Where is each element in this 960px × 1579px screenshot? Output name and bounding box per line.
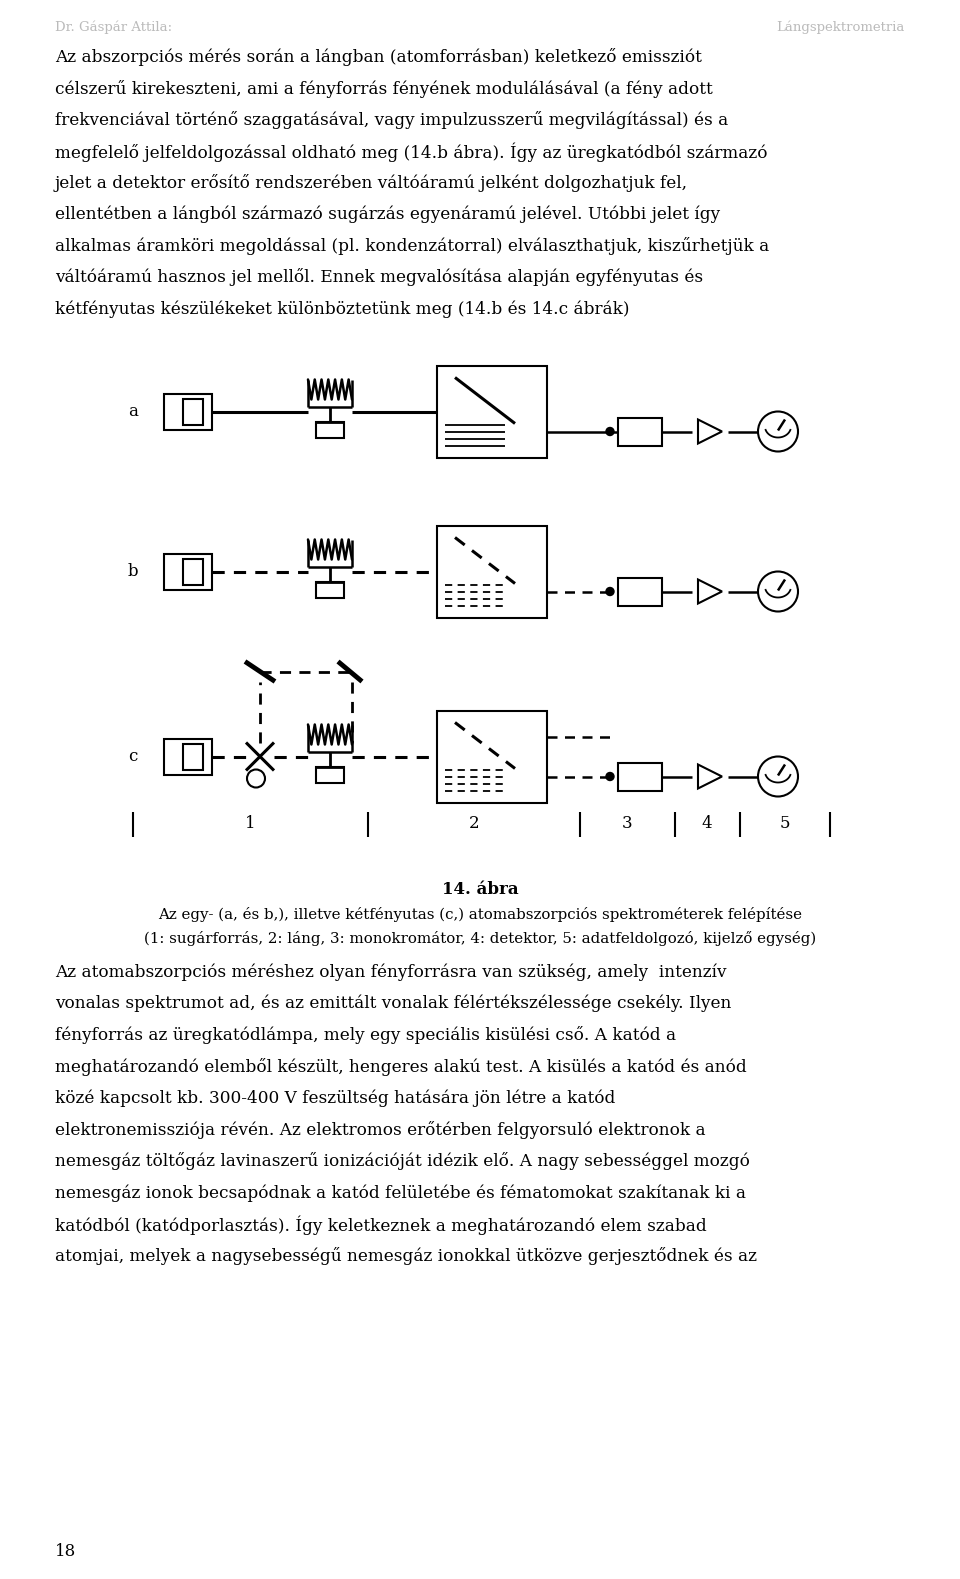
Text: (1: sugárforrás, 2: láng, 3: monokromátor, 4: detektor, 5: adatfeldolgozó, kijel: (1: sugárforrás, 2: láng, 3: monokromáto… xyxy=(144,932,816,946)
Text: c: c xyxy=(128,748,137,764)
Circle shape xyxy=(606,587,614,595)
Text: meghatározandó elemből készült, hengeres alakú test. A kisülés a katód és anód: meghatározandó elemből készült, hengeres… xyxy=(55,1058,747,1075)
Text: fényforrás az üregkatódlámpa, mely egy speciális kisülési cső. A katód a: fényforrás az üregkatódlámpa, mely egy s… xyxy=(55,1026,676,1044)
Bar xyxy=(183,398,203,425)
Text: kétfényutas készülékeket különböztetünk meg (14.b és 14.c ábrák): kétfényutas készülékeket különböztetünk … xyxy=(55,300,630,317)
Text: 3: 3 xyxy=(622,815,633,832)
Bar xyxy=(437,711,547,802)
Text: 18: 18 xyxy=(55,1543,76,1560)
Circle shape xyxy=(758,412,798,452)
Bar xyxy=(618,578,662,605)
Circle shape xyxy=(606,428,614,436)
Bar xyxy=(437,526,547,617)
Bar xyxy=(183,744,203,769)
Bar xyxy=(316,581,344,597)
Text: a: a xyxy=(128,403,138,420)
Bar xyxy=(316,766,344,783)
Text: alkalmas áramköri megoldással (pl. kondenzátorral) elválaszthatjuk, kiszűrhetjük: alkalmas áramköri megoldással (pl. konde… xyxy=(55,237,769,254)
Bar xyxy=(164,739,212,775)
Text: nemesgáz töltőgáz lavinaszerű ionizációját idézik elő. A nagy sebességgel mozgó: nemesgáz töltőgáz lavinaszerű ionizációj… xyxy=(55,1153,750,1170)
Bar xyxy=(183,559,203,584)
Circle shape xyxy=(758,572,798,611)
Bar xyxy=(618,417,662,445)
Text: elektronemissziója révén. Az elektromos erőtérben felgyorsuló elektronok a: elektronemissziója révén. Az elektromos … xyxy=(55,1121,706,1138)
Text: közé kapcsolt kb. 300-400 V feszültség hatására jön létre a katód: közé kapcsolt kb. 300-400 V feszültség h… xyxy=(55,1090,615,1107)
Text: vonalas spektrumot ad, és az emittált vonalak félértékszélessége csekély. Ilyen: vonalas spektrumot ad, és az emittált vo… xyxy=(55,995,732,1012)
Text: 14. ábra: 14. ábra xyxy=(442,881,518,898)
Text: célszerű kirekeszteni, ami a fényforrás fényének modulálásával (a fény adott: célszerű kirekeszteni, ami a fényforrás … xyxy=(55,79,712,98)
Text: frekvenciával történő szaggatásával, vagy impulzusszerű megvilágítással) és a: frekvenciával történő szaggatásával, vag… xyxy=(55,111,729,129)
Text: Lángspektrometria: Lángspektrometria xyxy=(777,21,905,33)
Text: Az egy- (a, és b,), illetve kétfényutas (c,) atomabszorpciós spektrométerek felé: Az egy- (a, és b,), illetve kétfényutas … xyxy=(158,908,802,922)
Text: váltóáramú hasznos jel mellől. Ennek megvalósítása alapján egyfényutas és: váltóáramú hasznos jel mellől. Ennek meg… xyxy=(55,268,703,286)
Text: nemesgáz ionok becsapódnak a katód felületébe és fématomokat szakítanak ki a: nemesgáz ionok becsapódnak a katód felül… xyxy=(55,1184,746,1202)
Text: atomjai, melyek a nagysebességű nemesgáz ionokkal ütközve gerjesztődnek és az: atomjai, melyek a nagysebességű nemesgáz… xyxy=(55,1247,757,1265)
Circle shape xyxy=(606,772,614,780)
Circle shape xyxy=(758,756,798,796)
Text: 2: 2 xyxy=(468,815,479,832)
Circle shape xyxy=(247,769,265,788)
Text: Az abszorpciós mérés során a lángban (atomforrásban) keletkező emissziót: Az abszorpciós mérés során a lángban (at… xyxy=(55,47,702,66)
Text: ellentétben a lángból származó sugárzás egyenáramú jelével. Utóbbi jelet így: ellentétben a lángból származó sugárzás … xyxy=(55,205,720,223)
Text: 1: 1 xyxy=(245,815,255,832)
Text: b: b xyxy=(128,564,138,579)
Bar xyxy=(437,365,547,458)
Bar xyxy=(164,393,212,429)
Text: 5: 5 xyxy=(780,815,790,832)
Bar xyxy=(316,422,344,437)
Text: 4: 4 xyxy=(702,815,712,832)
Text: Dr. Gáspár Attila:: Dr. Gáspár Attila: xyxy=(55,21,172,33)
Text: megfelelő jelfeldolgozással oldható meg (14.b ábra). Így az üregkatódból származ: megfelelő jelfeldolgozással oldható meg … xyxy=(55,142,767,163)
Text: katódból (katódporlasztás). Így keletkeznek a meghatározandó elem szabad: katódból (katódporlasztás). Így keletkez… xyxy=(55,1216,707,1235)
Bar xyxy=(164,554,212,589)
Text: jelet a detektor erősítő rendszerében váltóáramú jelként dolgozhatjuk fel,: jelet a detektor erősítő rendszerében vá… xyxy=(55,174,688,193)
Bar xyxy=(618,763,662,791)
Text: Az atomabszorpciós méréshez olyan fényforrásra van szükség, amely  intenzív: Az atomabszorpciós méréshez olyan fényfo… xyxy=(55,963,727,981)
